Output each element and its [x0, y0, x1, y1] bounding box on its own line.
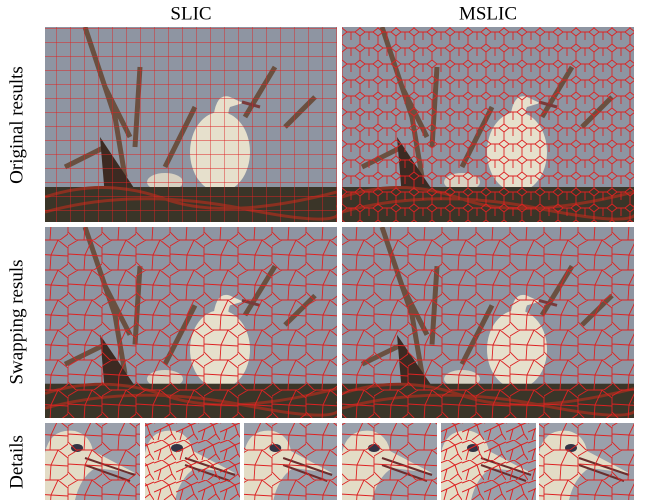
figure: SLIC MSLIC Original results Swapping res…	[0, 0, 649, 500]
detail-image	[45, 423, 140, 500]
row-label: Details	[6, 435, 27, 489]
row-label: Swapping resuls	[6, 259, 27, 384]
image	[342, 227, 637, 418]
row-label: Original results	[6, 66, 27, 184]
detail-image	[244, 423, 337, 500]
detail-image	[539, 423, 634, 500]
detail-image	[145, 423, 240, 500]
detail-image	[342, 423, 437, 500]
image	[45, 27, 340, 222]
image	[45, 227, 340, 418]
column-header: MSLIC	[459, 3, 517, 24]
column-header: SLIC	[170, 3, 211, 24]
image	[342, 27, 637, 222]
detail-image	[441, 423, 536, 500]
